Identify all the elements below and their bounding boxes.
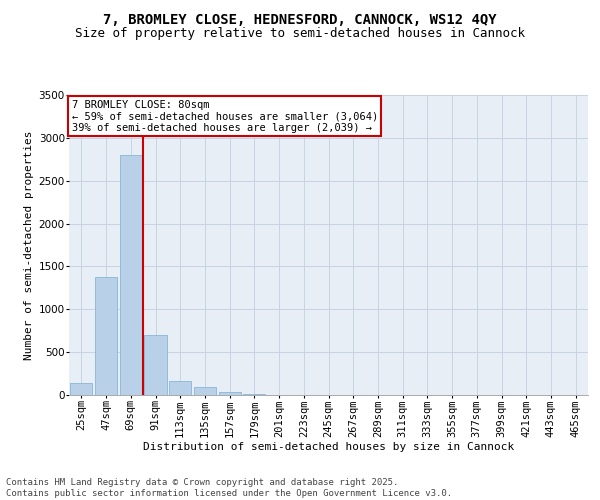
Text: 7 BROMLEY CLOSE: 80sqm
← 59% of semi-detached houses are smaller (3,064)
39% of : 7 BROMLEY CLOSE: 80sqm ← 59% of semi-det…: [71, 100, 378, 132]
Bar: [145, 335, 167, 395]
Bar: [218, 392, 241, 395]
Text: Size of property relative to semi-detached houses in Cannock: Size of property relative to semi-detach…: [75, 28, 525, 40]
Bar: [119, 155, 142, 395]
Bar: [95, 276, 117, 395]
Bar: [169, 382, 191, 395]
Text: Contains HM Land Registry data © Crown copyright and database right 2025.
Contai: Contains HM Land Registry data © Crown c…: [6, 478, 452, 498]
Bar: [194, 388, 216, 395]
Y-axis label: Number of semi-detached properties: Number of semi-detached properties: [25, 130, 34, 360]
Bar: [70, 383, 92, 395]
X-axis label: Distribution of semi-detached houses by size in Cannock: Distribution of semi-detached houses by …: [143, 442, 514, 452]
Text: 7, BROMLEY CLOSE, HEDNESFORD, CANNOCK, WS12 4QY: 7, BROMLEY CLOSE, HEDNESFORD, CANNOCK, W…: [103, 12, 497, 26]
Bar: [243, 394, 265, 395]
